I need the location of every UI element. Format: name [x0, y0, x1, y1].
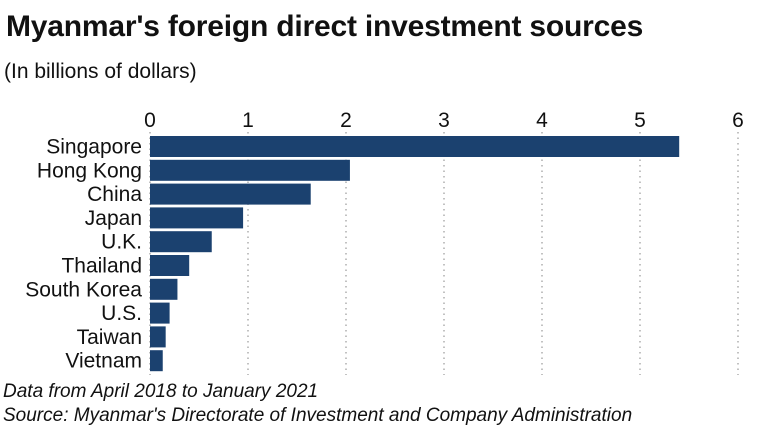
category-label: Japan	[85, 207, 142, 230]
source-note: Source: Myanmar's Directorate of Investm…	[3, 405, 633, 426]
bar-taiwan	[150, 326, 166, 348]
bars	[150, 136, 680, 372]
bar-vietnam	[150, 350, 163, 372]
x-axis-ticks: 0 1 2 3 4 5 6	[144, 109, 744, 132]
x-tick-label: 0	[144, 109, 156, 132]
category-label: Taiwan	[77, 326, 142, 349]
x-tick-label: 2	[340, 109, 352, 132]
category-label: Vietnam	[65, 350, 142, 373]
category-label: U.S.	[101, 302, 142, 325]
bar-u-s	[150, 302, 170, 324]
bar-hong-kong	[150, 159, 350, 181]
chart-subtitle: (In billions of dollars)	[4, 60, 197, 83]
data-period-note: Data from April 2018 to January 2021	[3, 381, 319, 402]
grid-lines	[149, 132, 739, 375]
bar-china	[150, 183, 311, 205]
x-tick-label: 6	[732, 109, 744, 132]
bar-u-k	[150, 231, 212, 253]
chart-title: Myanmar's foreign direct investment sour…	[6, 10, 644, 43]
category-label: South Korea	[25, 278, 142, 301]
x-tick-label: 3	[438, 109, 450, 132]
category-label: Singapore	[46, 136, 142, 159]
category-label: China	[87, 183, 142, 206]
bar-south-korea	[150, 278, 178, 300]
category-label: Hong Kong	[37, 159, 142, 182]
bar-japan	[150, 207, 244, 229]
category-label: Thailand	[61, 255, 142, 278]
x-tick-label: 4	[536, 109, 548, 132]
x-tick-label: 1	[242, 109, 254, 132]
bar-singapore	[150, 136, 680, 157]
bar-thailand	[150, 255, 190, 276]
category-label: U.K.	[101, 231, 142, 254]
x-tick-label: 5	[634, 109, 646, 132]
